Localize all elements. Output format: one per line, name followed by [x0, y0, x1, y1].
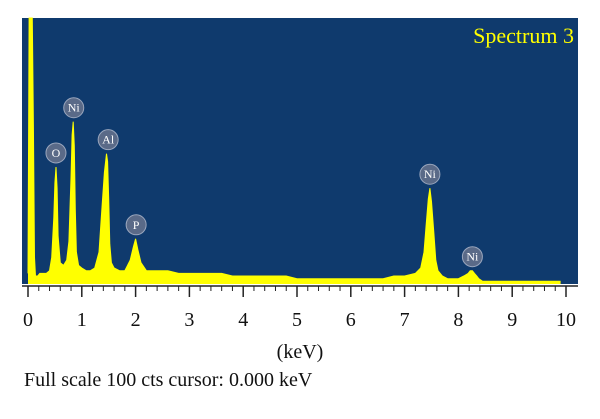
chart-title: Spectrum 3	[473, 23, 574, 48]
peak-marker-circle	[45, 142, 67, 164]
peak-marker-circle	[419, 163, 441, 185]
x-axis-tick-labels: 0 1 2 3 4 5 6 7 8 9 10	[23, 309, 576, 331]
x-axis-ticks	[27, 286, 567, 297]
peak-marker-circle	[461, 246, 483, 268]
spectrum-line	[27, 17, 561, 282]
peak-marker-circle	[125, 214, 147, 236]
peak-marker-p-3: P	[125, 214, 147, 236]
x-tick-label: 3	[184, 309, 194, 331]
x-tick-label: 6	[346, 309, 356, 331]
peak-marker-al-2: Al	[97, 129, 119, 151]
x-tick-label: 8	[453, 309, 463, 331]
peak-label: Ni	[68, 101, 81, 115]
peak-label: O	[52, 146, 61, 160]
peak-marker-o-0: O	[45, 142, 67, 164]
x-tick-label: 4	[238, 309, 248, 331]
status-footer: Full scale 100 cts cursor: 0.000 keV	[24, 369, 313, 391]
peak-marker-ni-1: Ni	[63, 97, 85, 119]
spectrum-chart: O Ni Al P Ni Ni Spectrum 3 0 1 2 3 4 5 6 7 8 9 10	[22, 17, 578, 331]
x-tick-label: 2	[131, 309, 141, 331]
peak-label: Ni	[466, 250, 479, 264]
spectrum-area	[28, 18, 561, 284]
x-tick-label: 1	[77, 309, 87, 331]
peak-marker-ni-5: Ni	[461, 246, 483, 268]
peak-label: P	[133, 218, 140, 232]
peak-label: Ni	[424, 167, 437, 181]
x-tick-label: 9	[507, 309, 517, 331]
x-tick-label: 7	[400, 309, 410, 331]
peak-marker-circle	[97, 129, 119, 151]
x-tick-label: 5	[292, 309, 302, 331]
peak-markers: O Ni Al P Ni Ni	[45, 97, 483, 268]
peak-label: Al	[102, 133, 115, 147]
x-tick-label: 0	[23, 309, 33, 331]
plot-background	[22, 18, 578, 284]
peak-marker-circle	[63, 97, 85, 119]
x-axis-label: (keV)	[276, 341, 324, 363]
x-tick-label: 10	[556, 309, 576, 331]
peak-marker-ni-4: Ni	[419, 163, 441, 185]
